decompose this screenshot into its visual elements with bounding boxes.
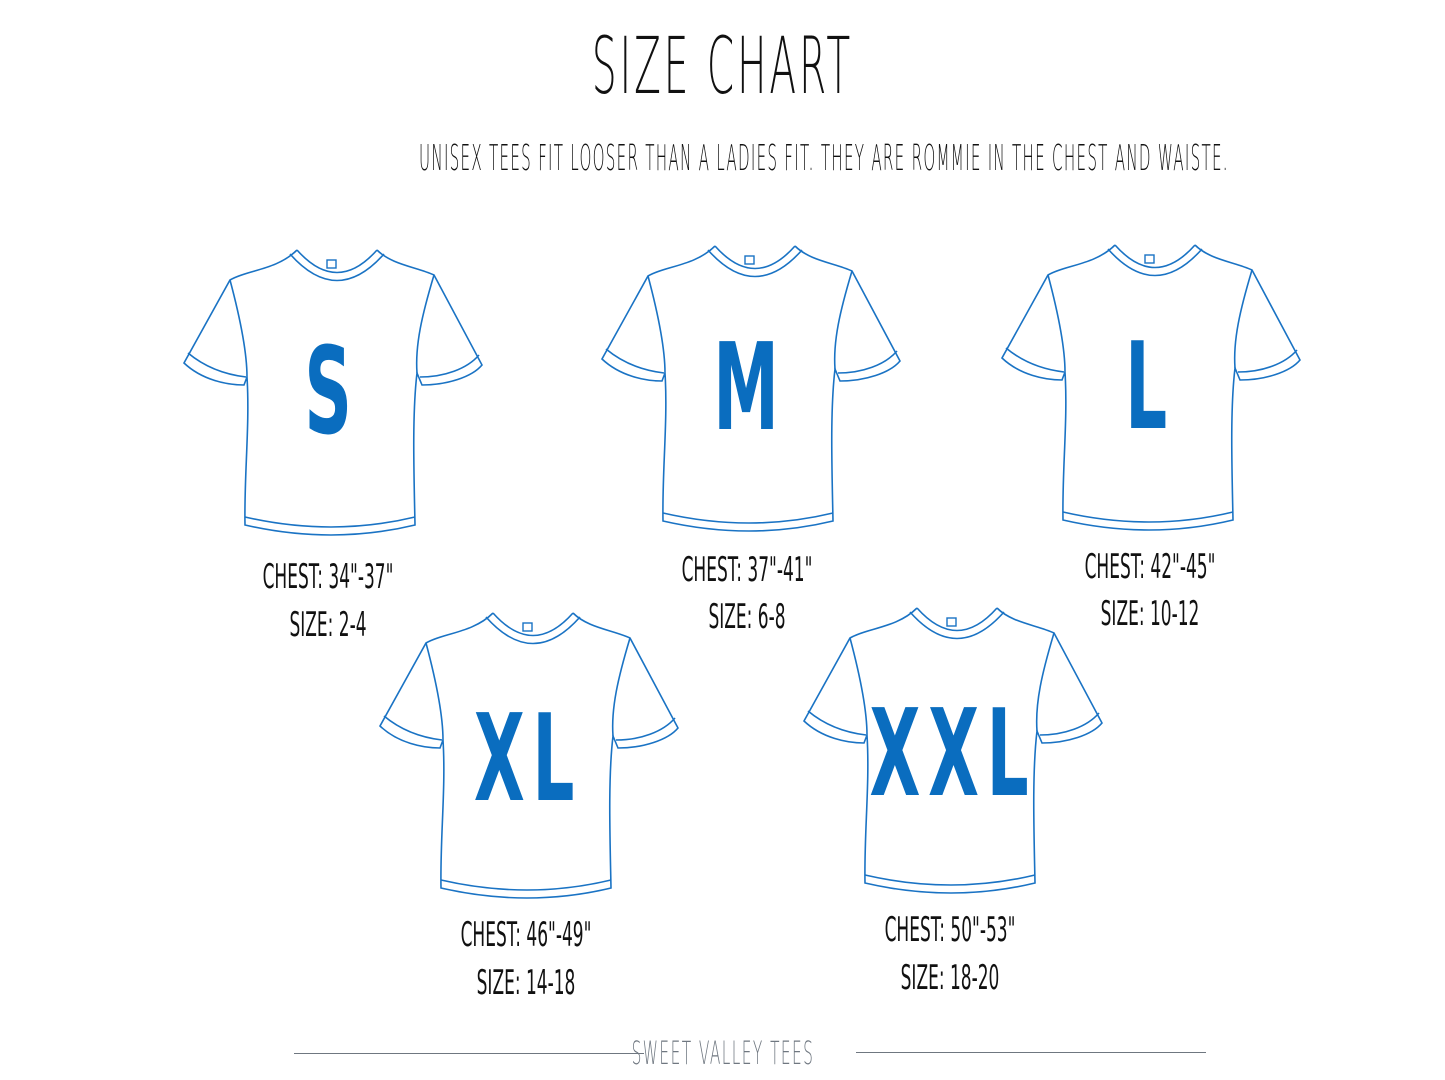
shoulder-seam-right — [415, 274, 435, 374]
footer-divider-right — [856, 1052, 1206, 1053]
sleeve-band-left — [187, 352, 247, 378]
label-tag — [946, 617, 957, 627]
size-letter: M — [713, 319, 787, 458]
sleeve-band-right — [1039, 712, 1100, 736]
chest-label: CHEST: 37"-41" — [681, 550, 813, 590]
tshirt-icon — [1000, 244, 1301, 531]
chest-label: CHEST: 42"-45" — [1084, 547, 1216, 587]
shoulder-seam-right — [611, 637, 631, 737]
hem-band — [244, 516, 416, 528]
sleeve-band-left — [807, 710, 867, 736]
sleeve-band-right — [615, 717, 676, 741]
hem-band — [662, 512, 834, 524]
collar-outer — [492, 612, 574, 637]
chest-label: CHEST: 50"-53" — [884, 910, 1016, 950]
shirt-xl: XL — [378, 608, 679, 908]
collar-inner — [485, 616, 581, 645]
collar-outer — [916, 607, 998, 632]
label-tag — [1144, 254, 1155, 264]
collar-outer — [296, 249, 378, 274]
collar-outer — [714, 245, 796, 270]
shirt-outline — [802, 607, 1103, 894]
shirt-outline — [600, 245, 901, 532]
tshirt-icon — [378, 612, 679, 899]
chest-label: CHEST: 46"-49" — [460, 915, 592, 955]
collar-outer — [1114, 244, 1196, 269]
size-letter: XXL — [869, 685, 1037, 824]
shirt-outline — [378, 612, 679, 899]
shoulder-seam-left — [647, 275, 666, 374]
shoulder-seam-left — [425, 642, 444, 741]
hem-band — [864, 874, 1036, 886]
collar-inner — [909, 611, 1005, 640]
tshirt-icon — [182, 249, 483, 536]
size-letter: S — [304, 323, 360, 462]
subtitle: UNISEX TEES FIT LOOSER THAN A LADIES FIT… — [419, 138, 1229, 179]
size-label: SIZE: 6-8 — [708, 597, 786, 637]
shirt-outline — [1000, 244, 1301, 531]
shoulder-seam-left — [849, 637, 868, 736]
size-label: SIZE: 10-12 — [1100, 594, 1200, 634]
sleeve-band-right — [419, 354, 480, 378]
footer-divider-left — [294, 1053, 644, 1054]
collar-inner — [1107, 248, 1203, 277]
footer-brand: SWEET VALLEY TEES — [631, 1034, 815, 1072]
label-tag — [744, 255, 755, 265]
sleeve-band-left — [383, 715, 443, 741]
tshirt-icon — [802, 607, 1103, 894]
page-title: SIZE CHART — [591, 22, 854, 112]
hem-band — [1062, 511, 1234, 523]
label-tag — [326, 259, 337, 269]
shoulder-seam-left — [229, 279, 248, 378]
size-label: SIZE: 18-20 — [900, 958, 1000, 998]
shoulder-seam-right — [1035, 632, 1055, 732]
tshirt-icon — [600, 245, 901, 532]
shoulder-seam-right — [833, 270, 853, 370]
shirt-outline — [182, 249, 483, 536]
size-label: SIZE: 14-18 — [476, 963, 576, 1003]
size-label: SIZE: 2-4 — [289, 605, 367, 645]
size-letter: L — [1125, 318, 1175, 457]
shoulder-seam-right — [1233, 269, 1253, 369]
shirt-xxl: XXL — [802, 603, 1103, 903]
sleeve-band-right — [837, 350, 898, 374]
shoulder-seam-left — [1047, 274, 1066, 373]
collar-inner — [707, 249, 803, 278]
collar-inner — [289, 253, 385, 282]
shirt-l: L — [1000, 240, 1301, 540]
sleeve-band-left — [1005, 347, 1065, 373]
size-letter: XL — [473, 690, 583, 829]
shirt-m: M — [600, 241, 901, 541]
hem-band — [440, 879, 612, 891]
chest-label: CHEST: 34"-37" — [262, 557, 394, 597]
sleeve-band-left — [605, 348, 665, 374]
label-tag — [522, 622, 533, 632]
shirt-s: S — [182, 245, 483, 545]
sleeve-band-right — [1237, 349, 1298, 373]
